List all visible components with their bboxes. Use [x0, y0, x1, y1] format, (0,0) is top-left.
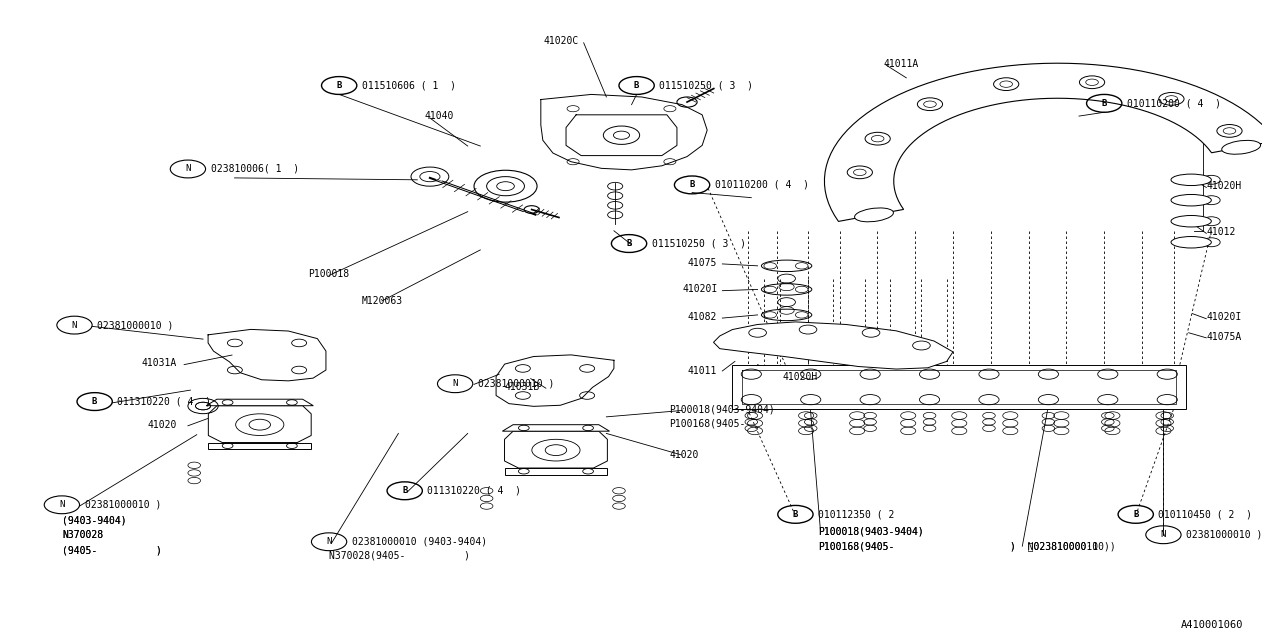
Text: 41040: 41040 [425, 111, 454, 121]
Text: (9405-          ): (9405- ) [61, 546, 161, 556]
Polygon shape [502, 425, 609, 431]
Ellipse shape [1221, 140, 1261, 154]
Text: B: B [337, 81, 342, 90]
Ellipse shape [1171, 237, 1211, 248]
Text: 41031B: 41031B [504, 382, 540, 392]
Text: N: N [72, 321, 77, 330]
Text: B: B [626, 239, 632, 248]
Text: 010110450 ( 2  ): 010110450 ( 2 ) [1158, 509, 1252, 519]
Polygon shape [209, 406, 311, 442]
Ellipse shape [1171, 174, 1211, 186]
Text: (9403-9404): (9403-9404) [61, 516, 127, 525]
Text: 02381000010 ): 02381000010 ) [84, 500, 161, 510]
Text: 41020H: 41020H [783, 372, 818, 382]
Text: M120063: M120063 [362, 296, 403, 306]
Text: 02381000010 ): 02381000010 ) [1187, 530, 1262, 540]
Text: B: B [792, 510, 799, 519]
Text: 02381000010 (9403-9404): 02381000010 (9403-9404) [352, 537, 486, 547]
Text: 41011: 41011 [687, 366, 717, 376]
Text: P100168(9405-: P100168(9405- [818, 541, 895, 551]
Polygon shape [206, 399, 314, 406]
Text: 02381000010 ): 02381000010 ) [477, 379, 554, 388]
Text: N370028: N370028 [61, 531, 102, 540]
Text: 011310220 ( 4  ): 011310220 ( 4 ) [118, 397, 211, 406]
Text: 023810006( 1  ): 023810006( 1 ) [211, 164, 298, 174]
Ellipse shape [855, 208, 893, 222]
Polygon shape [209, 442, 311, 449]
Text: 41075: 41075 [687, 258, 717, 268]
Text: 41020: 41020 [147, 420, 177, 430]
Text: N370028: N370028 [61, 531, 102, 540]
Text: 010112350 ( 2: 010112350 ( 2 [818, 509, 895, 519]
Text: 41020: 41020 [669, 450, 699, 460]
Text: 010110200 ( 4  ): 010110200 ( 4 ) [714, 180, 809, 190]
Text: P100018(9403-9404): P100018(9403-9404) [669, 404, 776, 414]
Polygon shape [504, 468, 608, 474]
Text: 41082: 41082 [687, 312, 717, 322]
Text: P100168(9405-: P100168(9405- [669, 418, 746, 428]
Text: (9405-          ): (9405- ) [61, 546, 161, 556]
Text: P100168(9405-: P100168(9405- [818, 541, 895, 551]
Text: 011510250 ( 3  ): 011510250 ( 3 ) [659, 81, 754, 90]
Text: N370028(9405-          ): N370028(9405- ) [329, 551, 470, 561]
Text: N: N [186, 164, 191, 173]
Text: (9403-9404): (9403-9404) [61, 516, 127, 525]
Text: )  N02381000010 ): ) N02381000010 ) [1010, 541, 1110, 551]
Text: 011510250 ( 3  ): 011510250 ( 3 ) [652, 239, 746, 248]
Text: 41011A: 41011A [883, 59, 919, 69]
Text: 41020I: 41020I [682, 284, 717, 294]
Text: 41075A: 41075A [1206, 332, 1242, 342]
Text: 011510606 ( 1  ): 011510606 ( 1 ) [362, 81, 456, 90]
Text: )  Ⓝ023810000·10 ): ) Ⓝ023810000·10 ) [1010, 541, 1115, 551]
Text: 41020I: 41020I [1206, 312, 1242, 323]
Text: 011310220 ( 4  ): 011310220 ( 4 ) [428, 486, 521, 496]
Text: P100018(9403-9404): P100018(9403-9404) [818, 527, 924, 536]
Text: 41012: 41012 [1206, 227, 1235, 237]
Polygon shape [713, 322, 954, 369]
Text: N: N [452, 380, 458, 388]
Text: B: B [402, 486, 407, 495]
Text: B: B [92, 397, 97, 406]
Text: P100018(9403-9404): P100018(9403-9404) [818, 527, 924, 536]
Text: 41031A: 41031A [141, 358, 177, 369]
Text: N: N [1161, 531, 1166, 540]
Text: 02381000010 ): 02381000010 ) [97, 320, 174, 330]
Text: B: B [1133, 510, 1138, 519]
Polygon shape [504, 431, 608, 468]
Polygon shape [732, 365, 1187, 409]
Text: N: N [59, 500, 64, 509]
Text: B: B [1102, 99, 1107, 108]
Text: B: B [634, 81, 639, 90]
Ellipse shape [1171, 195, 1211, 206]
Ellipse shape [1171, 216, 1211, 227]
Text: N: N [326, 537, 332, 547]
Text: P100018: P100018 [307, 269, 348, 279]
Text: 010110200 ( 4  ): 010110200 ( 4 ) [1126, 99, 1221, 108]
Text: 41020C: 41020C [543, 36, 579, 46]
Text: A410001060: A410001060 [1180, 620, 1243, 630]
Polygon shape [824, 63, 1276, 221]
Text: B: B [690, 180, 695, 189]
Text: 41020H: 41020H [1206, 181, 1242, 191]
